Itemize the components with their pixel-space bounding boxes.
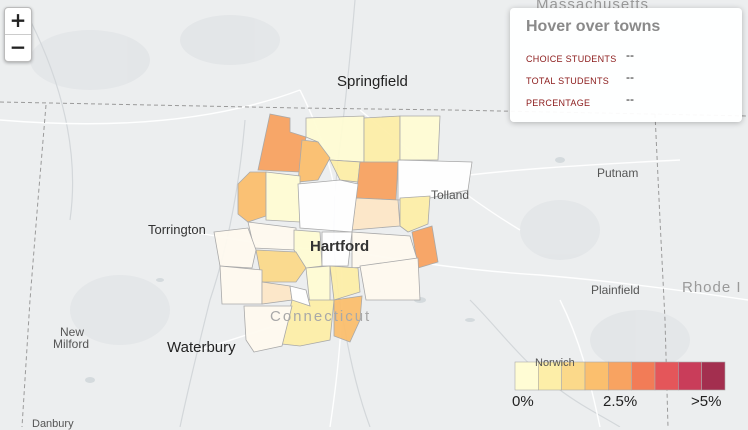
place-label-danbury: Danbury bbox=[32, 418, 74, 430]
info-value-total-students: -- bbox=[626, 70, 634, 84]
info-title: Hover over towns bbox=[526, 18, 661, 35]
info-value-percentage: -- bbox=[626, 92, 634, 106]
info-label-percentage: PERCENTAGE bbox=[526, 98, 591, 108]
town-region bbox=[265, 171, 301, 223]
legend-swatch bbox=[608, 361, 632, 391]
legend-swatch bbox=[701, 361, 726, 391]
legend-swatch bbox=[678, 361, 702, 391]
town-region bbox=[397, 159, 473, 201]
place-label-new-milford-line2: Milford bbox=[53, 337, 90, 351]
place-label-hartford: Hartford bbox=[310, 238, 370, 255]
town-region bbox=[237, 171, 267, 223]
town-region bbox=[243, 305, 293, 353]
place-label-waterbury: Waterbury bbox=[167, 339, 236, 356]
town-region bbox=[321, 231, 353, 267]
town-region bbox=[359, 257, 421, 301]
legend-label-max: >5% bbox=[691, 393, 722, 410]
place-label-rhode-island: Rhode I bbox=[682, 279, 742, 296]
town-region bbox=[399, 115, 441, 161]
place-label-new-milford-line1: New bbox=[60, 325, 85, 339]
town-region bbox=[213, 227, 257, 269]
legend-swatch bbox=[631, 361, 656, 391]
info-value-choice-students: -- bbox=[626, 48, 634, 62]
place-label-putnam: Putnam bbox=[597, 166, 639, 180]
legend-swatch bbox=[584, 361, 609, 391]
info-label-total-students: TOTAL STUDENTS bbox=[526, 76, 610, 86]
place-label-torrington: Torrington bbox=[148, 222, 206, 237]
town-region bbox=[363, 115, 401, 165]
place-label-plainfield: Plainfield bbox=[591, 283, 640, 297]
info-label-choice-students: CHOICE STUDENTS bbox=[526, 54, 617, 64]
town-region bbox=[219, 265, 263, 305]
legend-swatch bbox=[654, 361, 679, 391]
legend-label-mid: 2.5% bbox=[603, 393, 638, 410]
town-region bbox=[297, 139, 331, 183]
zoom-control: + − bbox=[4, 7, 32, 62]
legend-bar bbox=[514, 361, 726, 391]
hover-info-panel: Hover over towns CHOICE STUDENTS -- TOTA… bbox=[510, 8, 742, 122]
place-label-norwich: Norwich bbox=[535, 357, 575, 369]
town-region bbox=[289, 285, 311, 307]
town-region bbox=[261, 281, 293, 305]
town-region bbox=[329, 265, 361, 301]
zoom-in-button[interactable]: + bbox=[9, 8, 27, 32]
town-region bbox=[355, 161, 399, 201]
place-label-tolland: Tolland bbox=[431, 188, 470, 202]
legend-label-min: 0% bbox=[512, 393, 534, 410]
town-region bbox=[333, 295, 363, 343]
town-region bbox=[297, 179, 359, 233]
zoom-out-button[interactable]: − bbox=[5, 34, 31, 61]
place-label-springfield: Springfield bbox=[337, 73, 408, 90]
place-label-connecticut: Connecticut bbox=[270, 308, 372, 325]
town-region bbox=[351, 197, 401, 231]
